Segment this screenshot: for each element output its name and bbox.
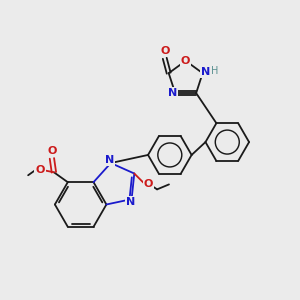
Text: O: O [35,165,45,175]
Text: N: N [168,88,177,98]
Text: O: O [160,46,170,56]
Text: H: H [211,66,218,76]
Text: N: N [126,197,135,207]
Text: O: O [47,146,57,157]
Text: N: N [201,67,210,77]
Text: O: O [181,56,190,66]
Text: N: N [105,155,114,165]
Text: O: O [143,179,153,189]
